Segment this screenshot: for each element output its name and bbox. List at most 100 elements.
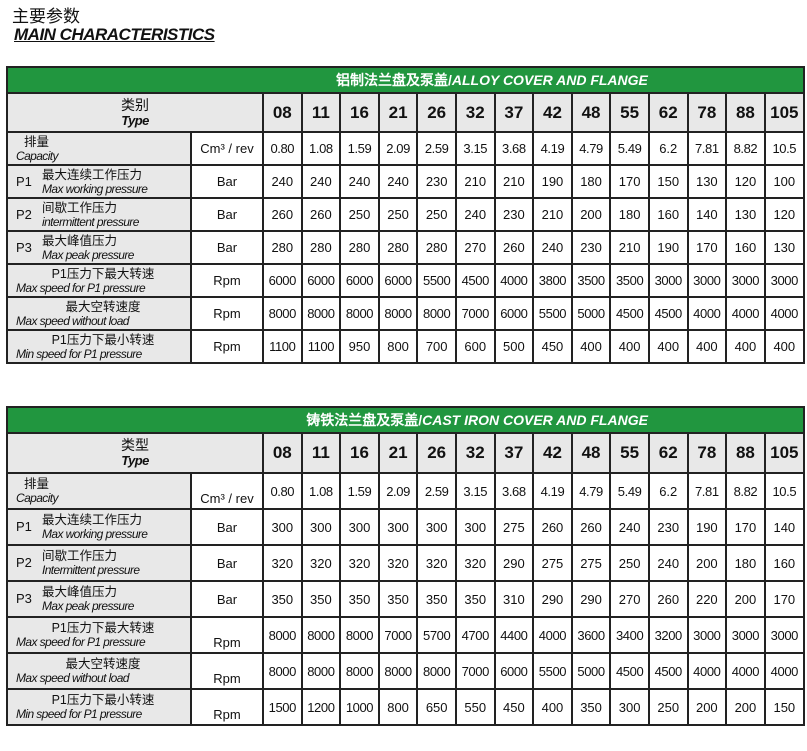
- value-cell: 3000: [686, 263, 728, 298]
- value-cell: 950: [339, 329, 380, 364]
- row-label-cn: 排量: [24, 134, 50, 149]
- value-cell: 3600: [570, 616, 612, 654]
- value-cell: 230: [570, 230, 612, 265]
- alloy-characteristics-table: 铝制法兰盘及泵盖/ALLOY COVER AND FLANGE 类别 Type 08 1…: [6, 66, 805, 364]
- row-label-cn: 最大空转速度: [65, 657, 141, 671]
- value-cell: 180: [570, 164, 612, 199]
- value-cell: 280: [262, 230, 303, 265]
- value-cell: 210: [454, 164, 496, 199]
- type-label-cn: 类型: [121, 437, 149, 453]
- value-cell: 140: [763, 508, 805, 546]
- value-cell: 275: [532, 544, 573, 582]
- value-cell: 10.5: [763, 472, 805, 510]
- row-label-cn: P1压力下最小转速: [51, 693, 155, 707]
- value-cell: 3500: [570, 263, 612, 298]
- row-label-wrap: P1压力下最大转速 Max speed for P1 pressure: [16, 621, 189, 649]
- value-cell: 4500: [609, 296, 650, 331]
- value-cell: 240: [647, 544, 689, 582]
- value-cell: 1.59: [339, 472, 380, 510]
- value-cell: 260: [300, 197, 342, 232]
- value-cell: 3.15: [454, 131, 496, 166]
- model-header: 26: [416, 92, 457, 133]
- value-cell: 160: [763, 544, 805, 582]
- row-label-text: P1压力下最小转速 Min speed for P1 pressure: [16, 333, 189, 361]
- value-cell: 400: [686, 329, 728, 364]
- heading-cn: 主要参数: [12, 7, 80, 27]
- row-unit: Bar: [190, 164, 264, 199]
- value-cell: 5500: [532, 296, 573, 331]
- value-cell: 3000: [763, 616, 805, 654]
- value-cell: 10.5: [763, 131, 805, 166]
- row-label-text: 最大连续工作压力 Max working pressure: [42, 168, 189, 196]
- value-cell: 210: [609, 230, 650, 265]
- row-unit: Bar: [190, 544, 264, 582]
- row-label-en: Max working pressure: [42, 527, 148, 541]
- row-label-text: 最大连续工作压力 Max working pressure: [42, 513, 189, 541]
- row-label-cn: 最大空转速度: [65, 299, 141, 314]
- value-cell: 3000: [725, 616, 766, 654]
- row-label-text: 最大峰值压力 Max peak pressure: [42, 585, 189, 613]
- model-header: 42: [532, 432, 573, 474]
- row-unit: Bar: [190, 580, 264, 618]
- value-cell: 1500: [262, 688, 303, 726]
- value-cell: 8000: [262, 616, 303, 654]
- row-label: P1压力下最大转速 Max speed for P1 pressure: [6, 263, 192, 298]
- value-cell: 8.82: [725, 131, 766, 166]
- value-cell: 5.49: [609, 131, 650, 166]
- value-cell: 250: [647, 688, 689, 726]
- value-cell: 350: [339, 580, 380, 618]
- model-header: 55: [609, 432, 650, 474]
- value-cell: 4.79: [570, 131, 612, 166]
- table-title-cn: 铝制法兰盘及泵盖/: [335, 72, 452, 88]
- row-label-en: Min speed for P1 pressure: [16, 707, 142, 721]
- table-row: P1压力下最大转速 Max speed for P1 pressure Rpm 800…: [6, 616, 805, 654]
- value-cell: 300: [416, 508, 457, 546]
- value-cell: 200: [686, 688, 728, 726]
- value-cell: 7.81: [686, 131, 728, 166]
- value-cell: 250: [339, 197, 380, 232]
- value-cell: 350: [570, 688, 612, 726]
- value-cell: 350: [416, 580, 457, 618]
- type-label-en: Type: [121, 112, 149, 128]
- row-label: P3 最大峰值压力 Max peak pressure: [6, 580, 192, 618]
- row-unit: Rpm: [190, 688, 264, 726]
- value-cell: 6000: [377, 263, 419, 298]
- value-cell: 240: [339, 164, 380, 199]
- value-cell: 400: [570, 329, 612, 364]
- row-prefix: P2: [16, 555, 32, 570]
- row-label: 最大空转速度 Max speed without load: [6, 296, 192, 331]
- value-cell: 8000: [262, 296, 303, 331]
- value-cell: 0.80: [262, 131, 303, 166]
- value-cell: 300: [377, 508, 419, 546]
- value-cell: 260: [493, 230, 535, 265]
- value-cell: 260: [532, 508, 573, 546]
- value-cell: 280: [377, 230, 419, 265]
- model-header: 78: [686, 92, 728, 133]
- value-cell: 8000: [262, 652, 303, 690]
- row-label-en: Max speed for P1 pressure: [16, 280, 146, 295]
- value-cell: 4000: [725, 296, 766, 331]
- value-cell: 800: [377, 329, 419, 364]
- value-cell: 450: [493, 688, 535, 726]
- row-unit: Bar: [190, 230, 264, 265]
- row-label-wrap: 排量 Capacity: [16, 477, 189, 505]
- model-header: 105: [763, 432, 805, 474]
- row-unit: Bar: [190, 197, 264, 232]
- value-cell: 260: [262, 197, 303, 232]
- row-prefix: P1: [16, 173, 32, 189]
- value-cell: 310: [493, 580, 535, 618]
- row-label-text: 间歇工作压力 intermittent pressure: [42, 201, 189, 229]
- value-cell: 270: [454, 230, 496, 265]
- value-cell: 300: [339, 508, 380, 546]
- value-cell: 3200: [647, 616, 689, 654]
- table-row: P2 间歇工作压力 Intermittent pressure Bar 320 320 32…: [6, 544, 805, 582]
- value-cell: 4000: [763, 296, 805, 331]
- row-prefix: P3: [16, 239, 32, 255]
- table-row: 最大空转速度 Max speed without load Rpm 8000 8000 8…: [6, 652, 805, 690]
- model-header: 62: [647, 92, 689, 133]
- value-cell: 240: [300, 164, 342, 199]
- value-cell: 300: [300, 508, 342, 546]
- row-prefix: P1: [16, 519, 32, 534]
- value-cell: 550: [454, 688, 496, 726]
- value-cell: 8000: [300, 296, 342, 331]
